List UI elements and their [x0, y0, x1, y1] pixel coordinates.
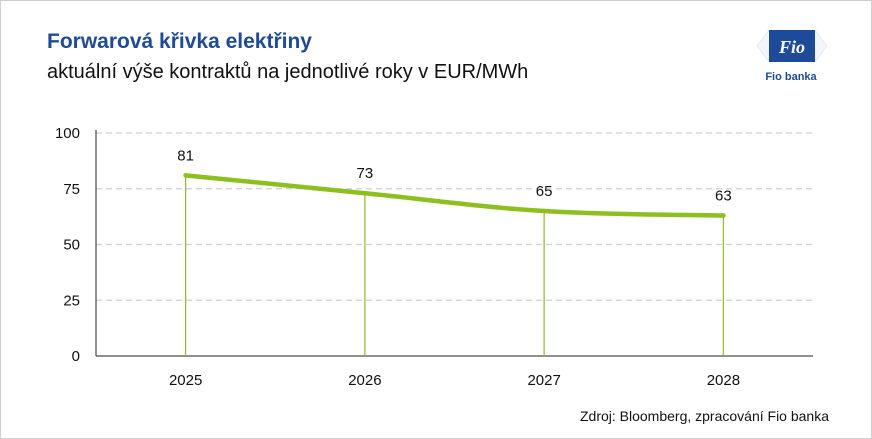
data-label-2027: 65	[536, 183, 553, 200]
y-tick-label-75: 75	[63, 181, 80, 198]
y-tick-label-0: 0	[72, 348, 80, 365]
drop-line-layer	[185, 175, 724, 356]
data-point-2026	[362, 191, 368, 196]
series-line-0	[183, 173, 726, 218]
chart-title: Forwarová křivka elektřiny	[47, 30, 312, 53]
y-tick-label-25: 25	[63, 292, 80, 309]
series-layer	[183, 173, 726, 218]
x-tick-label-2025: 2025	[169, 372, 202, 389]
logo-mark-text: Fio	[778, 37, 805, 57]
logo-name-text: Fio banka	[765, 71, 817, 83]
y-tick-label-50: 50	[63, 237, 80, 254]
y-tick-label-100: 100	[55, 125, 80, 142]
chart-subtitle: aktuální výše kontraktů na jednotlivé ro…	[47, 61, 529, 83]
x-tick-label-2028: 2028	[707, 372, 740, 389]
x-tick-label-2027: 2027	[527, 372, 560, 389]
x-tick-label-2026: 2026	[348, 372, 381, 389]
data-label-2025: 81	[177, 147, 194, 164]
data-label-2026: 73	[357, 165, 374, 182]
data-point-2027	[541, 208, 547, 214]
source-note: Zdroj: Bloomberg, zpracování Fio banka	[579, 408, 829, 424]
fio-flag-icon: Fio	[757, 30, 827, 62]
data-label-2028: 63	[715, 188, 732, 205]
data-point-2025	[183, 173, 188, 178]
data-label-layer: 81 73 65 63	[177, 147, 731, 204]
data-point-2028	[721, 213, 726, 218]
axis-layer: 0 25 50 75 100 2025 2026 2027 2028	[55, 125, 813, 389]
fio-banka-logo: Fio Fio banka	[757, 30, 827, 83]
